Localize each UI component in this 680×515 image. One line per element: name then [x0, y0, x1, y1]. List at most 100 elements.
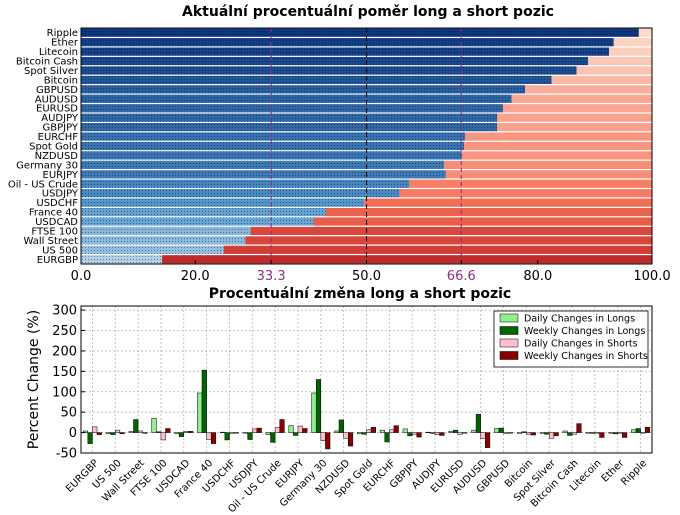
bar-weekly-changes-in-longs-bitcoin-cash: [567, 432, 573, 436]
bar-weekly-changes-in-shorts-eurusd: [462, 432, 468, 434]
bar-daily-changes-in-shorts-spot-gold: [366, 429, 372, 433]
bar-weekly-changes-in-shorts-us-500: [119, 432, 125, 435]
x-tick-label-6: 100.0: [633, 269, 670, 284]
short-bar-nzdusd: [461, 151, 652, 160]
y-tick-label-4: 150: [52, 365, 77, 380]
category-label-usdcad: USDCAD: [35, 217, 78, 228]
category-label-germany-30: Germany 30: [16, 160, 78, 171]
bar-weekly-changes-in-shorts-oil-us-crude: [279, 419, 285, 433]
bar-daily-changes-in-shorts-eurusd: [457, 432, 463, 435]
short-bar-usdjpy: [399, 189, 652, 198]
short-bar-usdchf: [364, 198, 652, 207]
short-bar-eurusd: [502, 104, 652, 113]
bar-daily-changes-in-shorts-germany-30: [320, 432, 326, 442]
long-bar-hatch-audjpy: [81, 113, 498, 122]
legend-swatch-weekly-changes-in-longs: [499, 326, 519, 335]
long-bar-hatch-germany-30: [81, 160, 445, 169]
bar-weekly-changes-in-shorts-gbpusd: [507, 432, 513, 434]
bar-daily-changes-in-shorts-oil-us-crude: [274, 427, 280, 433]
bar-weekly-changes-in-shorts-eurjpy: [302, 428, 308, 433]
bar-daily-changes-in-shorts-ether: [617, 432, 623, 434]
bar-daily-changes-in-longs-spot-silver: [539, 432, 545, 434]
x-tick-label-2: 33.3: [257, 269, 286, 284]
bar-weekly-changes-in-longs-gbpjpy: [407, 432, 413, 437]
short-bar-wall-street: [245, 236, 652, 245]
bar-weekly-changes-in-shorts-litecoin: [599, 432, 605, 438]
category-label-wall-street: Wall Street: [24, 236, 79, 247]
bar-daily-changes-in-shorts-ripple: [640, 432, 646, 434]
category-label-eurjpy: EURJPY: [43, 170, 79, 181]
y-tick-label-1: 0: [69, 426, 77, 441]
long-bar-hatch-bitcoin: [81, 75, 552, 85]
bar-daily-changes-in-longs-us-500: [105, 432, 111, 435]
bar-daily-changes-in-shorts-nzdusd: [343, 432, 349, 439]
bar-daily-changes-in-longs-ripple: [631, 429, 637, 433]
bar-weekly-changes-in-shorts-gbpjpy: [416, 432, 422, 438]
category-label-audjpy: AUDJPY: [41, 113, 79, 124]
bar-weekly-changes-in-shorts-audjpy: [439, 432, 445, 436]
bar-daily-changes-in-shorts-gbpusd: [503, 432, 509, 434]
category-label-bitcoin: Bitcoin: [44, 75, 78, 86]
category-label-eurchf: EURCHF: [38, 132, 79, 143]
short-bar-usdcad: [313, 217, 652, 226]
short-bar-litecoin: [609, 47, 652, 56]
category-label-litecoin: Litecoin: [39, 47, 78, 58]
bar-weekly-changes-in-longs-audusd: [475, 413, 481, 433]
legend-swatch-daily-changes-in-longs: [499, 313, 519, 323]
category-label-gbpjpy: GBPJPY: [42, 123, 78, 134]
bar-daily-changes-in-longs-eurusd: [448, 431, 454, 433]
bar-daily-changes-in-longs-eurchf: [379, 429, 385, 433]
bar-daily-changes-in-shorts-audusd: [480, 432, 486, 439]
legend-swatch-weekly-changes-in-shorts: [499, 351, 519, 360]
x-tick-label-4: 66.6: [447, 269, 476, 284]
long-bar-hatch-oil-us-crude: [81, 179, 410, 188]
long-bar-hatch-gbpjpy: [81, 123, 498, 132]
bar-daily-changes-in-shorts-gbpjpy: [411, 432, 418, 435]
bar-weekly-changes-in-shorts-bitcoin: [530, 432, 536, 436]
category-label-spot-silver: Spot Silver: [24, 66, 79, 77]
bar-weekly-changes-in-shorts-usdjpy: [256, 427, 262, 433]
bar-weekly-changes-in-longs-usdjpy: [247, 432, 253, 440]
bar-weekly-changes-in-longs-spot-silver: [544, 432, 550, 435]
long-bar-hatch-eurjpy: [81, 170, 446, 179]
legend-label-weekly-changes-in-longs: Weekly Changes in Longs: [524, 326, 645, 337]
bar-weekly-changes-in-shorts-usdchf: [233, 432, 239, 434]
bar-weekly-changes-in-shorts-spot-silver: [553, 432, 559, 437]
short-bar-ether: [613, 38, 652, 47]
category-label-gbpusd: GBPUSD: [36, 85, 78, 96]
category-label-eurgbp: EURGBP: [37, 255, 78, 266]
short-bar-eurjpy: [445, 170, 652, 179]
x-tick-label-3: 50.0: [352, 269, 381, 284]
x-tick-label-5: 80.0: [523, 269, 552, 284]
bar-weekly-changes-in-longs-spot-gold: [361, 432, 367, 435]
change-plot-frame: [80, 305, 653, 454]
y-tick-label-7: 300: [52, 304, 77, 319]
category-label-us-500: US 500: [42, 245, 78, 256]
y-tick-label-6: 250: [52, 324, 77, 339]
short-bar-audjpy: [497, 113, 652, 122]
bar-weekly-changes-in-longs-audjpy: [430, 432, 436, 434]
x-tick-label-1: 20.0: [181, 269, 210, 284]
long-bar-hatch-bitcoin-cash: [81, 56, 589, 66]
short-bar-eurchf: [465, 132, 652, 141]
short-bar-gbpusd: [525, 85, 652, 94]
bar-daily-changes-in-shorts-usdcad: [183, 431, 189, 433]
category-label-audusd: AUDUSD: [35, 94, 79, 105]
bar-weekly-changes-in-shorts-wall-street: [142, 432, 148, 434]
category-label-usdjpy: USDJPY: [42, 189, 79, 200]
bar-weekly-changes-in-longs-france-40: [201, 369, 207, 433]
bar-daily-changes-in-longs-ftse-100: [151, 418, 157, 433]
bar-weekly-changes-in-longs-eurusd: [453, 429, 459, 433]
bar-weekly-changes-in-shorts-ripple: [644, 427, 651, 433]
bar-daily-changes-in-shorts-eurchf: [389, 429, 395, 433]
bar-weekly-changes-in-longs-oil-us-crude: [270, 432, 276, 443]
bar-weekly-changes-in-shorts-eurgbp: [96, 432, 102, 435]
bar-weekly-changes-in-longs-us-500: [110, 432, 116, 435]
bar-weekly-changes-in-longs-ftse-100: [156, 431, 162, 433]
bar-daily-changes-in-longs-bitcoin: [516, 432, 523, 434]
bar-daily-changes-in-longs-litecoin: [585, 432, 591, 434]
bar-weekly-changes-in-shorts-ether: [622, 432, 628, 438]
long-bar-hatch-usdjpy: [81, 189, 400, 198]
bar-weekly-changes-in-shorts-usdcad: [188, 431, 194, 433]
